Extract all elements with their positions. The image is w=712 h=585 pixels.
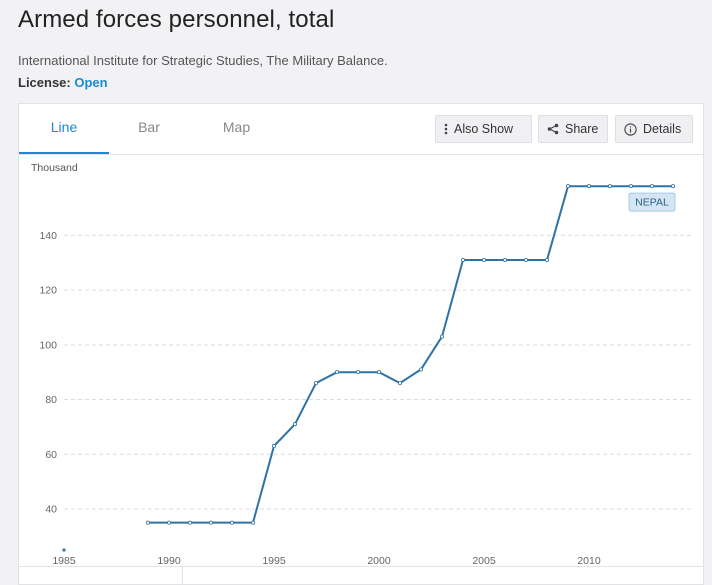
data-point: [292, 422, 297, 427]
y-axis-label: Thousand: [31, 162, 78, 174]
more-vertical-icon: [444, 123, 448, 135]
data-point: [250, 520, 255, 525]
tab-map[interactable]: Map: [222, 119, 251, 135]
data-point: [166, 520, 171, 525]
x-tick-label: 2000: [367, 555, 391, 565]
y-tick-label: 60: [45, 449, 57, 461]
data-point: [439, 334, 444, 339]
source-text: International Institute for Strategic St…: [18, 53, 388, 68]
data-point: [146, 520, 151, 525]
data-point: [62, 548, 66, 552]
y-tick-label: 80: [45, 394, 57, 406]
data-point: [355, 370, 360, 375]
data-point: [481, 258, 486, 263]
license-label: License:: [18, 75, 71, 90]
data-point: [608, 184, 613, 189]
chart-panel: Line Bar Map Also Show Share Details Tho…: [18, 103, 704, 585]
license-line: License: Open: [18, 75, 108, 90]
line-chart: Thousand 40 60 80 100 120 140 1985 1990 1995 200…: [31, 162, 694, 567]
data-point: [376, 370, 381, 375]
details-label: Details: [643, 122, 682, 136]
y-tick-label: 120: [39, 285, 57, 297]
data-point: [587, 184, 592, 189]
series-label: NEPAL: [635, 197, 669, 209]
data-point: [313, 381, 318, 386]
data-point: [671, 184, 676, 189]
x-tick-label: 1990: [157, 555, 181, 565]
data-point: [650, 184, 655, 189]
data-point: [208, 520, 213, 525]
view-tabs: Line Bar Map Also Show Share Details: [19, 104, 703, 155]
info-icon: [624, 122, 637, 136]
data-point: [460, 258, 465, 263]
bottom-strip: [19, 566, 703, 585]
data-point: [523, 258, 528, 263]
also-show-label: Also Show: [454, 122, 514, 136]
data-point: [187, 520, 192, 525]
data-point: [271, 444, 276, 449]
share-icon: [547, 123, 559, 135]
data-point: [545, 258, 550, 263]
y-tick-label: 100: [39, 339, 57, 351]
x-tick-label: 2010: [577, 555, 601, 565]
x-tick-label: 1995: [262, 555, 286, 565]
chart-area: Thousand 40 60 80 100 120 140 1985 1990 1995 200…: [19, 155, 703, 567]
data-point: [397, 381, 402, 386]
tab-line[interactable]: Line: [19, 104, 109, 154]
series-line: [148, 185, 673, 524]
x-tick-label: 2005: [472, 555, 496, 565]
page-title: Armed forces personnel, total: [18, 6, 335, 33]
data-point: [502, 258, 507, 263]
data-point: [229, 520, 234, 525]
license-value-link[interactable]: Open: [74, 75, 108, 90]
y-tick-label: 40: [45, 503, 57, 515]
also-show-button[interactable]: Also Show: [435, 115, 532, 143]
y-tick-label: 140: [39, 230, 57, 242]
x-tick-label: 1985: [52, 555, 76, 565]
data-point: [566, 184, 571, 189]
data-point: [334, 370, 339, 375]
details-button[interactable]: Details: [615, 115, 693, 143]
share-button[interactable]: Share: [538, 115, 608, 143]
share-label: Share: [565, 122, 599, 136]
data-point: [418, 367, 423, 372]
tab-bar[interactable]: Bar: [138, 119, 160, 135]
series-label-box: [628, 192, 676, 212]
divider: [182, 567, 183, 585]
data-point: [629, 184, 634, 189]
